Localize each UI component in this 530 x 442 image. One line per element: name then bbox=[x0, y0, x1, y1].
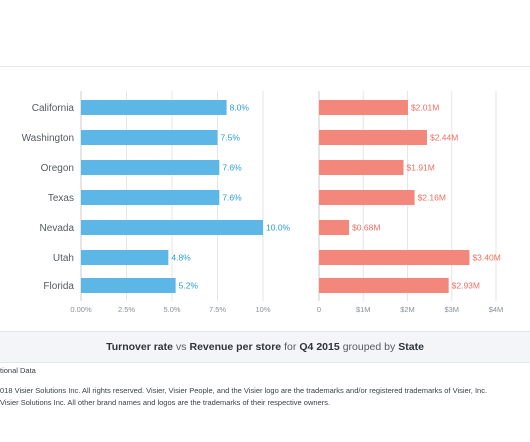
revenue-value-label-texas: $2.16M bbox=[418, 193, 446, 203]
turnover-bar-texas[interactable] bbox=[81, 190, 220, 205]
turnover-value-label-florida: 5.2% bbox=[179, 281, 199, 291]
turnover-bar-california[interactable] bbox=[81, 100, 227, 115]
revenue-tick-label-3: $3M bbox=[444, 305, 459, 314]
state-label-washington: Washington bbox=[22, 133, 74, 144]
turnover-tick-label-4: 10% bbox=[255, 305, 270, 314]
turnover-bar-oregon[interactable] bbox=[81, 160, 220, 175]
revenue-tick-label-0: 0 bbox=[317, 305, 321, 314]
caption-dimension: State bbox=[398, 341, 424, 353]
revenue-value-label-washington: $2.44M bbox=[430, 133, 458, 143]
revenue-value-label-florida: $2.93M bbox=[452, 281, 480, 291]
caption-period: Q4 2015 bbox=[299, 341, 340, 353]
revenue-bar-washington[interactable] bbox=[319, 130, 427, 145]
revenue-value-label-california: $2.01M bbox=[411, 103, 439, 113]
turnover-tick-label-1: 2.5% bbox=[118, 305, 135, 314]
revenue-bar-florida[interactable] bbox=[319, 278, 449, 293]
state-label-nevada: Nevada bbox=[40, 223, 75, 234]
chart-card: California Washington Oregon Texas Nevada Uta… bbox=[0, 66, 530, 331]
turnover-value-label-oregon: 7.6% bbox=[222, 163, 242, 173]
legal-notice-line-2: Visier Solutions Inc. All other brand na… bbox=[0, 398, 331, 407]
turnover-tick-label-0: 0.00% bbox=[70, 305, 92, 314]
chart-caption: Turnover rate vs Revenue per store for Q… bbox=[0, 331, 530, 363]
chart-svg: California Washington Oregon Texas Nevada Uta… bbox=[22, 91, 504, 314]
turnover-value-label-california: 8.0% bbox=[230, 103, 250, 113]
revenue-value-label-utah: $3.40M bbox=[472, 253, 500, 263]
caption-metric-1: Turnover rate bbox=[106, 341, 173, 353]
turnover-value-label-washington: 7.5% bbox=[221, 133, 241, 143]
turnover-value-label-utah: 4.8% bbox=[171, 253, 191, 263]
revenue-bar-nevada[interactable] bbox=[319, 220, 350, 235]
state-label-utah: Utah bbox=[53, 253, 74, 264]
state-label-florida: Florida bbox=[43, 281, 74, 292]
caption-vs: vs bbox=[176, 341, 187, 353]
revenue-tick-label-1: $1M bbox=[356, 305, 371, 314]
turnover-bar-florida[interactable] bbox=[81, 278, 176, 293]
revenue-value-label-nevada: $0.68M bbox=[352, 223, 380, 233]
turnover-bar-washington[interactable] bbox=[81, 130, 218, 145]
legal-notice-line-1: 018 Visier Solutions Inc. All rights res… bbox=[0, 386, 488, 395]
revenue-bar-utah[interactable] bbox=[319, 250, 470, 265]
turnover-tick-label-2: 5.0% bbox=[163, 305, 180, 314]
caption-for: for bbox=[284, 341, 297, 353]
revenue-tick-label-2: $2M bbox=[400, 305, 415, 314]
revenue-tick-label-4: $4M bbox=[489, 305, 504, 314]
turnover-value-label-texas: 7.6% bbox=[222, 193, 242, 203]
turnover-value-label-nevada: 10.0% bbox=[266, 223, 291, 233]
turnover-bar-utah[interactable] bbox=[81, 250, 169, 265]
revenue-bar-texas[interactable] bbox=[319, 190, 415, 205]
state-label-oregon: Oregon bbox=[41, 163, 74, 174]
turnover-tick-label-3: 7.5% bbox=[209, 305, 226, 314]
data-source-note: tional Data bbox=[0, 366, 36, 375]
caption-metric-2: Revenue per store bbox=[189, 341, 282, 353]
turnover-bar-nevada[interactable] bbox=[81, 220, 263, 235]
caption-grouped-by: grouped by bbox=[342, 341, 396, 353]
revenue-bar-oregon[interactable] bbox=[319, 160, 404, 175]
revenue-bar-california[interactable] bbox=[319, 100, 408, 115]
state-label-texas: Texas bbox=[48, 193, 74, 204]
revenue-value-label-oregon: $1.91M bbox=[407, 163, 435, 173]
state-label-california: California bbox=[32, 103, 75, 114]
